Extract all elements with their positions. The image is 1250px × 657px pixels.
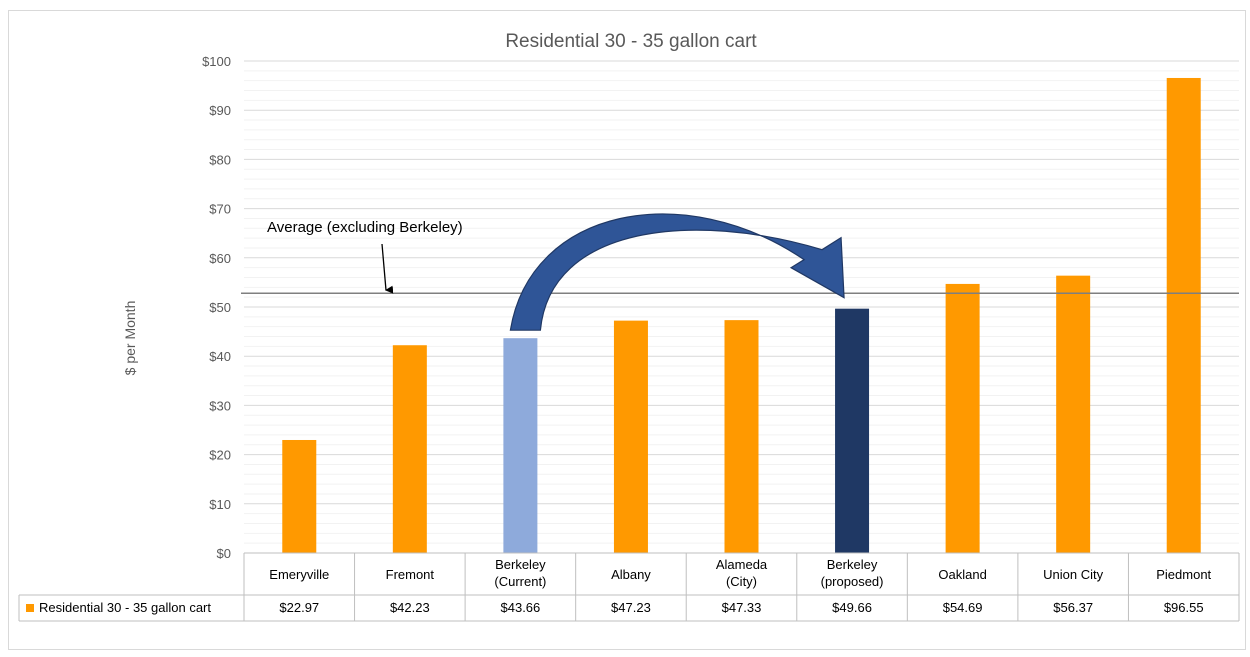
category-label: Emeryville: [269, 567, 329, 582]
bar: [1056, 275, 1091, 553]
bar: [503, 338, 538, 553]
y-tick-label: $10: [209, 497, 231, 512]
table-value-cell: $22.97: [279, 600, 319, 615]
y-tick-label: $0: [217, 546, 231, 561]
average-pointer-arrow: [381, 243, 394, 294]
bar: [282, 439, 317, 553]
bar-chart: Residential 30 - 35 gallon cart $ per Mo…: [18, 31, 1240, 622]
category-label: Albany: [611, 567, 651, 582]
average-annotation-label: Average (excluding Berkeley): [267, 219, 463, 236]
category-label: Alameda (City): [716, 557, 768, 589]
category-label: Piedmont: [1156, 567, 1211, 582]
y-tick-label: $70: [209, 202, 231, 217]
bar: [724, 320, 759, 553]
y-tick-label: $20: [209, 448, 231, 463]
y-tick-label: $100: [202, 54, 231, 69]
table-value-cell: $43.66: [501, 600, 541, 615]
bar: [1166, 77, 1201, 553]
table-value-cell: $56.37: [1053, 600, 1093, 615]
y-tick-label: $40: [209, 349, 231, 364]
table-value-cell: $49.66: [832, 600, 872, 615]
bar: [835, 308, 870, 553]
table-value-cell: $54.69: [943, 600, 983, 615]
y-tick-label: $90: [209, 103, 231, 118]
y-tick-label: $50: [209, 300, 231, 315]
bar: [613, 320, 648, 553]
curved-arrow: [509, 213, 845, 331]
category-label: Oakland: [938, 567, 986, 582]
bar: [392, 345, 427, 553]
chart-frame: Residential 30 - 35 gallon cart $ per Mo…: [8, 10, 1246, 650]
legend-swatch: [26, 604, 34, 612]
category-label: Berkeley (proposed): [821, 557, 884, 589]
legend-series-label: Residential 30 - 35 gallon cart: [39, 600, 211, 615]
table-value-cell: $47.23: [611, 600, 651, 615]
y-tick-label: $60: [209, 251, 231, 266]
chart-title: Residential 30 - 35 gallon cart: [505, 31, 757, 52]
y-tick-label: $80: [209, 152, 231, 167]
bar: [945, 283, 980, 553]
category-label: Union City: [1043, 567, 1103, 582]
table-value-cell: $47.33: [722, 600, 762, 615]
table-value-cell: $42.23: [390, 600, 430, 615]
y-axis-label: $ per Month: [122, 301, 138, 376]
table-value-cell: $96.55: [1164, 600, 1204, 615]
category-label: Fremont: [386, 567, 435, 582]
category-label: Berkeley (Current): [494, 557, 546, 589]
y-tick-label: $30: [209, 398, 231, 413]
